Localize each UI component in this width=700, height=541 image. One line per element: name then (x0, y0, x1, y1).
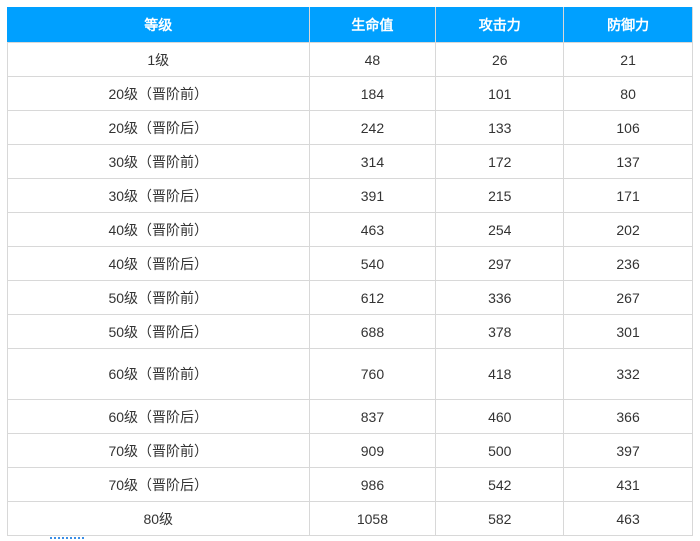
table-row: 60级（晋阶后） 837 460 366 (7, 399, 693, 434)
cell-level: 20级（晋阶前） (7, 76, 310, 111)
cell-level: 50级（晋阶前） (7, 280, 310, 315)
cell-hp: 242 (308, 110, 437, 145)
header-row: 等级 生命值 攻击力 防御力 (7, 7, 693, 43)
cell-level: 60级（晋阶后） (7, 399, 310, 434)
cell-defense: 202 (563, 212, 693, 247)
cell-defense: 236 (563, 246, 693, 281)
cell-level: 60级（晋阶前） (7, 348, 310, 400)
cell-level: 1级 (7, 42, 310, 77)
cell-level: 80级 (7, 501, 310, 536)
cell-level: 40级（晋阶前） (7, 212, 310, 247)
cell-level: 70级（晋阶后） (7, 467, 310, 502)
cell-attack: 101 (435, 76, 565, 111)
header-defense: 防御力 (563, 7, 693, 43)
cell-defense: 431 (563, 467, 693, 502)
cell-hp: 391 (308, 178, 437, 213)
table-row: 70级（晋阶前） 909 500 397 (7, 433, 693, 468)
cell-hp: 314 (308, 144, 437, 179)
cell-defense: 171 (563, 178, 693, 213)
cell-attack: 378 (435, 314, 565, 349)
table-row: 30级（晋阶前） 314 172 137 (7, 144, 693, 179)
cell-attack: 336 (435, 280, 565, 315)
header-attack: 攻击力 (435, 7, 565, 43)
cell-attack: 172 (435, 144, 565, 179)
cell-defense: 267 (563, 280, 693, 315)
table-row: 1级 48 26 21 (7, 42, 693, 77)
cell-hp: 760 (308, 348, 437, 400)
table-row: 80级 1058 582 463 (7, 501, 693, 536)
stats-table: 等级 生命值 攻击力 防御力 1级 48 26 21 20级（晋阶前） 184 101 80 20级（… (7, 7, 693, 536)
cell-attack: 542 (435, 467, 565, 502)
cell-defense: 21 (563, 42, 693, 77)
header-level: 等级 (7, 7, 310, 43)
cell-defense: 301 (563, 314, 693, 349)
cell-defense: 137 (563, 144, 693, 179)
cell-hp: 463 (308, 212, 437, 247)
cell-defense: 463 (563, 501, 693, 536)
dotted-link-decoration (50, 537, 84, 539)
table-row: 20级（晋阶前） 184 101 80 (7, 76, 693, 111)
cell-attack: 297 (435, 246, 565, 281)
cell-attack: 582 (435, 501, 565, 536)
cell-attack: 215 (435, 178, 565, 213)
cell-attack: 500 (435, 433, 565, 468)
cell-attack: 133 (435, 110, 565, 145)
cell-attack: 26 (435, 42, 565, 77)
cell-hp: 909 (308, 433, 437, 468)
header-hp: 生命值 (309, 7, 437, 43)
cell-attack: 254 (435, 212, 565, 247)
cell-hp: 986 (308, 467, 437, 502)
cell-hp: 184 (308, 76, 437, 111)
table-row: 50级（晋阶后） 688 378 301 (7, 314, 693, 349)
table-row: 20级（晋阶后） 242 133 106 (7, 110, 693, 145)
table-row: 30级（晋阶后） 391 215 171 (7, 178, 693, 213)
cell-level: 70级（晋阶前） (7, 433, 310, 468)
table-row: 60级（晋阶前） 760 418 332 (7, 348, 693, 400)
cell-hp: 48 (308, 42, 437, 77)
table-row: 50级（晋阶前） 612 336 267 (7, 280, 693, 315)
cell-hp: 540 (308, 246, 437, 281)
table-row: 40级（晋阶前） 463 254 202 (7, 212, 693, 247)
cell-defense: 366 (563, 399, 693, 434)
cell-defense: 397 (563, 433, 693, 468)
cell-defense: 106 (563, 110, 693, 145)
cell-level: 30级（晋阶前） (7, 144, 310, 179)
cell-defense: 332 (563, 348, 693, 400)
cell-level: 40级（晋阶后） (7, 246, 310, 281)
cell-hp: 1058 (308, 501, 437, 536)
cell-hp: 612 (308, 280, 437, 315)
cell-attack: 418 (435, 348, 565, 400)
cell-level: 20级（晋阶后） (7, 110, 310, 145)
cell-defense: 80 (563, 76, 693, 111)
table-row: 40级（晋阶后） 540 297 236 (7, 246, 693, 281)
table-row: 70级（晋阶后） 986 542 431 (7, 467, 693, 502)
cell-hp: 688 (308, 314, 437, 349)
cell-level: 30级（晋阶后） (7, 178, 310, 213)
cell-attack: 460 (435, 399, 565, 434)
cell-hp: 837 (308, 399, 437, 434)
cell-level: 50级（晋阶后） (7, 314, 310, 349)
